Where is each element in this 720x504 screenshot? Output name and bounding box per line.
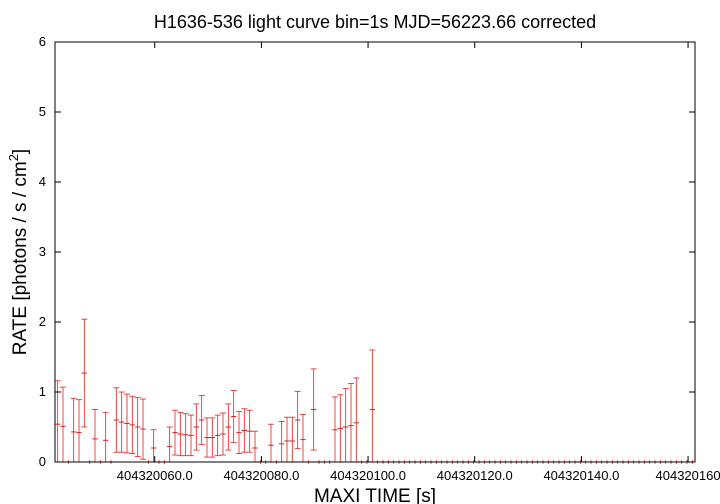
x-tick-label: 404320060.0 <box>117 468 193 483</box>
data-point <box>134 397 141 457</box>
data-point <box>278 420 285 463</box>
data-point <box>332 396 338 463</box>
data-point <box>118 391 125 453</box>
data-point <box>220 412 226 456</box>
data-point <box>369 349 376 463</box>
y-tick-label: 1 <box>39 384 46 399</box>
data-point <box>300 413 306 463</box>
data-point <box>294 390 301 450</box>
x-tick-label: 404320160 <box>656 468 720 483</box>
y-tick-label: 5 <box>39 104 46 119</box>
data-point <box>209 417 216 458</box>
data-point <box>124 393 130 454</box>
data-point <box>150 429 157 463</box>
data-point <box>252 430 258 463</box>
data-point <box>166 426 173 463</box>
data-point <box>60 386 66 463</box>
data-point <box>342 388 349 463</box>
data-point <box>353 377 360 463</box>
plot-area <box>54 318 695 464</box>
data-point <box>225 403 232 451</box>
data-point <box>172 409 178 456</box>
axes: 0 1 2 3 4 5 6 404320060.0 404320080.0 404320100.0… <box>39 34 720 483</box>
data-point <box>113 387 120 453</box>
data-point <box>193 403 200 451</box>
data-point <box>348 383 354 463</box>
data-point <box>129 395 136 455</box>
data-point <box>70 397 77 463</box>
y-axis-label-main: RATE [photons / s / cm <box>10 161 31 355</box>
data-point <box>214 414 221 457</box>
data-point <box>177 411 184 457</box>
y-axis-label-close: ] <box>10 149 31 154</box>
data-point <box>182 413 189 457</box>
y-tick-label: 3 <box>39 244 46 259</box>
x-tick-label: 404320120.0 <box>437 468 513 483</box>
data-point <box>241 408 248 453</box>
data-point <box>81 318 88 428</box>
data-point <box>204 417 210 458</box>
y-tick-label: 2 <box>39 314 46 329</box>
y-axis-label-superscript: 2 <box>6 154 21 161</box>
plot-frame <box>54 41 696 463</box>
x-tick-label: 404320140.0 <box>543 468 619 483</box>
y-tick-label: 4 <box>39 174 46 189</box>
data-point <box>188 414 194 457</box>
chart-title: H1636-536 light curve bin=1s MJD=56223.6… <box>154 12 596 32</box>
data-point <box>54 380 61 463</box>
data-point <box>102 411 109 463</box>
y-tick-label: 0 <box>39 454 46 469</box>
data-point <box>268 423 274 463</box>
y-axis-label: RATE [photons / s / cm2] <box>6 149 31 355</box>
x-tick-label: 404320080.0 <box>223 468 299 483</box>
data-point <box>198 395 205 445</box>
data-point <box>236 411 242 455</box>
data-point <box>230 390 237 443</box>
data-point <box>284 416 290 463</box>
data-point <box>289 416 296 463</box>
y-tick-label: 6 <box>39 34 46 49</box>
data-point <box>310 368 317 451</box>
data-point <box>76 399 82 463</box>
x-tick-label: 404320100.0 <box>330 468 406 483</box>
x-axis-label: MAXI TIME [s] <box>314 486 436 504</box>
data-point <box>246 409 253 453</box>
data-point <box>337 394 344 463</box>
data-point <box>92 409 98 463</box>
data-point <box>140 398 146 460</box>
